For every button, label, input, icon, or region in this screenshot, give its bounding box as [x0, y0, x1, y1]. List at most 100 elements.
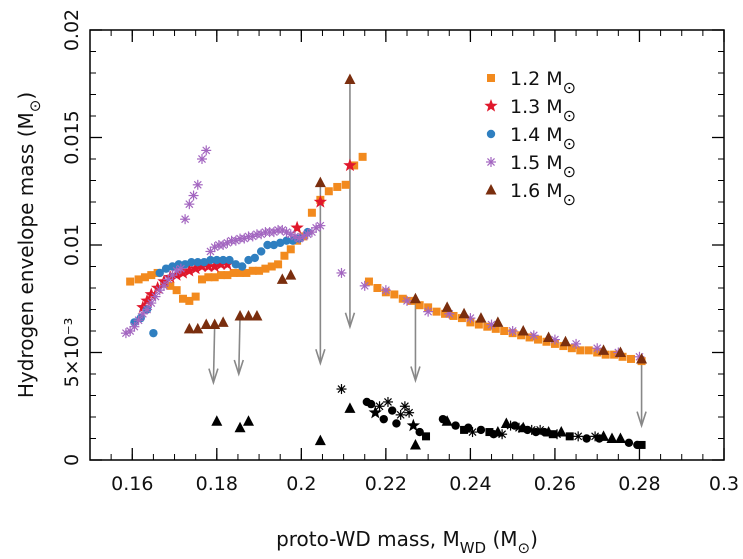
- data-point: [195, 259, 209, 273]
- data-point: [218, 255, 228, 265]
- evolution-arrow: [410, 298, 421, 384]
- x-tick-label: 0.24: [449, 473, 491, 495]
- data-point-final: [382, 396, 393, 407]
- data-point-final: [395, 409, 406, 420]
- x-tick-label: 0.2: [286, 473, 316, 495]
- data-point-final: [415, 427, 424, 437]
- data-point: [492, 316, 504, 327]
- data-point: [126, 277, 135, 286]
- data-point: [263, 240, 272, 250]
- data-point: [222, 237, 233, 248]
- data-point: [402, 295, 412, 306]
- data-point: [343, 158, 357, 172]
- data-point-final: [582, 434, 591, 443]
- data-point: [285, 269, 297, 280]
- data-point: [398, 294, 407, 303]
- data-point: [359, 280, 370, 291]
- data-point-final: [637, 440, 646, 449]
- data-point-final: [476, 425, 486, 435]
- data-point: [344, 73, 356, 84]
- data-point-final: [404, 407, 415, 418]
- data-point: [178, 294, 187, 303]
- data-point-final: [485, 428, 494, 437]
- data-point: [251, 309, 263, 321]
- data-point: [140, 273, 149, 282]
- data-point: [324, 187, 333, 196]
- legend-label: 1.2 M⊙: [510, 68, 576, 97]
- data-point: [341, 180, 350, 189]
- data-point: [390, 290, 399, 299]
- data-point: [627, 354, 636, 363]
- data-point: [282, 236, 291, 245]
- data-point-final: [598, 430, 610, 441]
- data-point: [380, 285, 391, 296]
- data-point: [161, 264, 171, 273]
- data-point: [200, 318, 212, 330]
- plot-frame: [89, 29, 725, 461]
- data-point: [140, 293, 154, 307]
- data-point: [364, 277, 373, 286]
- legend-marker: [485, 184, 497, 195]
- y-tick-label: 0.01: [61, 224, 83, 266]
- data-point: [314, 176, 326, 188]
- data-point: [560, 335, 571, 347]
- data-point: [256, 247, 266, 256]
- data-point: [187, 258, 196, 267]
- y-tick-label: 0.02: [61, 9, 83, 51]
- data-point: [336, 267, 347, 278]
- data-point: [276, 273, 288, 284]
- series-5: [211, 384, 646, 450]
- data-point: [525, 333, 534, 342]
- data-point: [206, 255, 215, 265]
- data-point: [244, 255, 253, 265]
- data-point-final: [243, 415, 254, 426]
- data-point: [188, 190, 199, 201]
- data-point: [231, 260, 241, 269]
- data-point-final: [379, 414, 388, 424]
- data-point: [234, 309, 246, 321]
- data-point: [223, 271, 232, 280]
- data-point: [201, 259, 215, 273]
- y-tick-label: 5×10⁻³: [61, 318, 83, 388]
- data-point: [208, 259, 222, 273]
- data-point: [201, 145, 212, 156]
- data-point: [166, 281, 175, 290]
- data-point-final: [409, 438, 421, 450]
- data-point: [212, 255, 221, 265]
- data-point: [261, 264, 270, 273]
- data-point-final: [366, 399, 376, 409]
- data-point: [543, 331, 555, 342]
- data-point: [237, 262, 247, 271]
- data-point-final: [614, 432, 626, 443]
- series-4: [183, 73, 648, 364]
- data-point: [432, 307, 441, 316]
- data-point: [269, 240, 279, 250]
- legend-entry: 1.2 M⊙: [487, 68, 576, 97]
- data-point: [149, 328, 158, 338]
- data-point: [475, 312, 487, 323]
- data-point: [256, 229, 267, 240]
- data-point-final: [399, 401, 410, 412]
- data-point: [180, 214, 191, 225]
- data-point-final: [451, 421, 460, 430]
- data-point: [280, 251, 289, 260]
- data-point-final: [336, 384, 347, 395]
- data-point: [584, 346, 593, 355]
- data-point: [193, 258, 202, 267]
- data-point-final: [344, 402, 356, 413]
- data-point: [129, 321, 140, 332]
- data-point: [483, 322, 492, 331]
- points-layer: [120, 73, 648, 450]
- data-point: [134, 275, 143, 284]
- legend: 1.2 M⊙1.3 M⊙1.4 M⊙1.5 M⊙1.6 M⊙: [484, 68, 576, 209]
- x-tick-label: 0.3: [709, 473, 739, 495]
- data-point: [267, 262, 276, 271]
- x-tick-label: 0.16: [111, 473, 153, 495]
- data-point: [175, 263, 186, 274]
- data-point: [350, 161, 359, 170]
- data-point: [150, 291, 161, 302]
- data-point: [183, 322, 195, 334]
- data-point: [198, 275, 207, 284]
- data-point: [146, 298, 157, 309]
